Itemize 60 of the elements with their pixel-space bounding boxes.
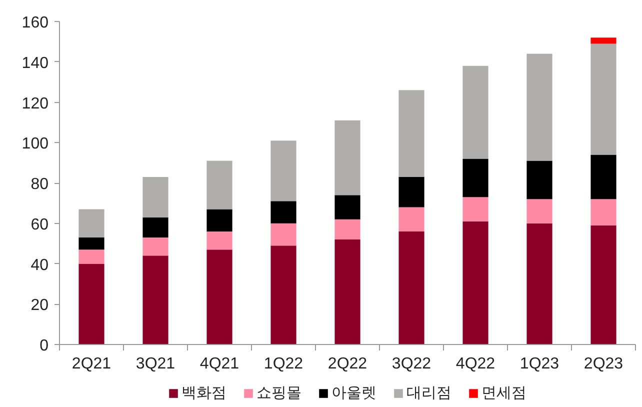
bar	[334, 120, 360, 196]
bar	[398, 207, 424, 232]
x-tick-label: 2Q21	[72, 356, 112, 372]
bar	[270, 223, 296, 246]
x-tick-label: 3Q22	[392, 356, 432, 372]
legend-label: 쇼핑몰	[256, 383, 302, 402]
y-tick-label: 100	[22, 136, 49, 153]
legend-label: 면세점	[482, 383, 526, 402]
legend-label: 아울렛	[332, 383, 376, 402]
bar	[142, 256, 168, 344]
bar	[78, 250, 104, 264]
bar	[590, 44, 616, 155]
y-tick-label: 60	[30, 216, 49, 234]
legend-label: 백화점	[182, 383, 226, 402]
y-tick-label: 160	[22, 14, 49, 32]
bar	[334, 240, 360, 344]
bar	[398, 176, 424, 208]
bar	[270, 201, 296, 224]
bar	[78, 264, 104, 344]
bar	[590, 199, 616, 226]
bar	[206, 250, 232, 344]
y-tick-label: 0	[40, 338, 49, 354]
y-tick-label: 20	[30, 297, 49, 314]
legend-label: 대리점	[406, 383, 452, 402]
bar	[526, 54, 552, 161]
y-tick-label: 40	[30, 256, 49, 274]
bar	[334, 219, 360, 240]
bar	[270, 140, 296, 202]
y-tick-label: 80	[30, 176, 49, 193]
x-tick-label: 4Q21	[200, 356, 240, 372]
bar	[142, 176, 168, 218]
bar	[590, 154, 616, 200]
bar	[462, 197, 488, 222]
bar	[334, 195, 360, 220]
bar	[526, 223, 552, 344]
bar	[462, 221, 488, 344]
x-tick-label: 1Q22	[264, 356, 304, 372]
x-tick-label: 2Q22	[328, 356, 368, 372]
x-tick-label: 3Q21	[136, 356, 176, 372]
bar	[526, 199, 552, 224]
x-tick-label: 2Q23	[584, 356, 624, 372]
y-tick-label: 140	[22, 54, 49, 72]
bar	[398, 231, 424, 344]
x-tick-label: 4Q22	[456, 356, 496, 372]
bar	[78, 238, 104, 250]
y-tick-label: 120	[22, 95, 49, 112]
bar	[462, 158, 488, 198]
bar	[142, 217, 168, 238]
bar	[78, 209, 104, 238]
bar	[270, 246, 296, 344]
bar	[206, 160, 232, 210]
bar	[590, 38, 616, 44]
bar	[526, 160, 552, 200]
bar	[142, 238, 168, 256]
x-tick-label: 1Q23	[520, 356, 560, 372]
bar	[398, 90, 424, 177]
bar	[590, 225, 616, 344]
bar	[206, 231, 232, 250]
bar	[462, 66, 488, 159]
bar	[206, 209, 232, 232]
